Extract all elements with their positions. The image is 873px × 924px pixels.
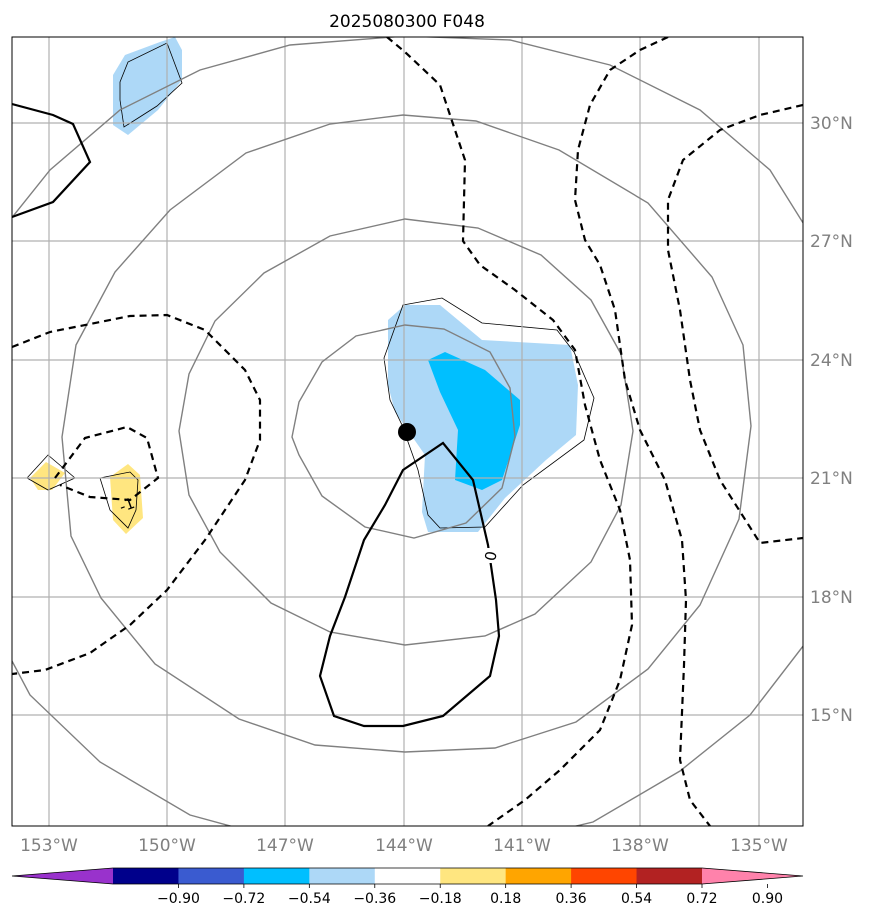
dashed-contours <box>12 37 803 826</box>
thin-contour-center <box>383 297 595 529</box>
range-ring-4 <box>12 37 803 826</box>
colorbar-tick-label: −0.90 <box>157 891 200 907</box>
storm-center-marker <box>398 423 416 441</box>
colorbar-segment <box>505 868 572 884</box>
dashed-contour-far-east <box>666 103 803 545</box>
colorbar-segment <box>636 868 703 884</box>
colorbar-tick-label: 0.90 <box>752 891 783 907</box>
lat-label-21N: 21°N <box>810 469 853 489</box>
plot-title: 2025080300 F048 <box>329 12 485 32</box>
colorbar-tick-label: 0.36 <box>556 891 587 907</box>
lat-tick-labels: 15°N 18°N 21°N 24°N 27°N 30°N <box>810 114 853 726</box>
shade-light-blue-north <box>113 37 182 135</box>
range-ring-3 <box>61 114 752 753</box>
colorbar-tick-label: −0.72 <box>222 891 265 907</box>
range-ring-2 <box>178 218 634 646</box>
contour-labels: 0 -1 <box>117 494 501 563</box>
dashed-contour-center-ne <box>386 37 634 826</box>
lat-label-27N: 27°N <box>810 232 853 252</box>
colorbar-segment <box>571 868 638 884</box>
colorbar-extend-high <box>702 868 803 884</box>
thin-contour-west-2 <box>99 471 139 529</box>
thin-contours <box>26 42 595 529</box>
lat-label-24N: 24°N <box>810 351 853 371</box>
lon-label-147W: 147°W <box>256 836 314 856</box>
colorbar-segment <box>113 868 179 884</box>
colorbar-segment <box>440 868 507 884</box>
dashed-contour-east <box>573 37 711 826</box>
colorbar-segment <box>243 868 310 884</box>
colorbar-tick-label: −0.54 <box>288 891 331 907</box>
colorbar-segment <box>178 868 245 884</box>
contour-label-bg-0 <box>484 548 498 563</box>
lat-label-15N: 15°N <box>810 706 853 726</box>
dashed-contour-west <box>12 313 262 676</box>
lon-label-153W: 153°W <box>20 836 78 856</box>
colorbar-extend-low <box>12 868 113 884</box>
colorbar-segment <box>309 868 376 884</box>
lat-label-18N: 18°N <box>810 588 853 608</box>
colorbar-tick-label: 0.18 <box>490 891 521 907</box>
colorbar-outline <box>11 867 804 885</box>
contour-label-minus1: -1 <box>117 494 137 516</box>
thick-contours <box>12 37 803 826</box>
range-ring-1 <box>291 324 516 539</box>
map-area: 0 -1 <box>12 37 803 826</box>
solid-contour-nw <box>12 102 92 219</box>
shade-yellow-west-1 <box>30 462 65 490</box>
dashed-contour-west-small <box>54 425 160 502</box>
lon-label-135W: 135°W <box>730 836 788 856</box>
lat-label-30N: 30°N <box>810 114 853 134</box>
lon-tick-labels: 153°W 150°W 147°W 144°W 141°W 138°W 135°… <box>20 836 788 856</box>
shaded-anomaly-fields <box>30 37 578 534</box>
thin-contour-north <box>119 42 183 128</box>
lon-label-138W: 138°W <box>611 836 669 856</box>
map-frame <box>11 36 804 827</box>
colorbar-tick-label: 0.54 <box>621 891 652 907</box>
colorbar-segment <box>374 868 441 884</box>
lon-label-144W: 144°W <box>375 836 433 856</box>
solid-contour-0-center <box>318 441 501 728</box>
colorbar-tick-label: −0.36 <box>353 891 396 907</box>
lon-label-141W: 141°W <box>493 836 551 856</box>
colorbar-tick-label: 0.72 <box>686 891 717 907</box>
range-rings <box>12 37 803 826</box>
colorbar-tick-label: −0.18 <box>419 891 462 907</box>
lon-label-150W: 150°W <box>138 836 196 856</box>
colorbar: −0.90 −0.72 −0.54 −0.36 −0.18 0.18 0.36 0.54 0.7… <box>11 867 804 907</box>
shade-deep-blue-center <box>428 352 520 490</box>
contour-label-0: 0 <box>481 550 500 563</box>
